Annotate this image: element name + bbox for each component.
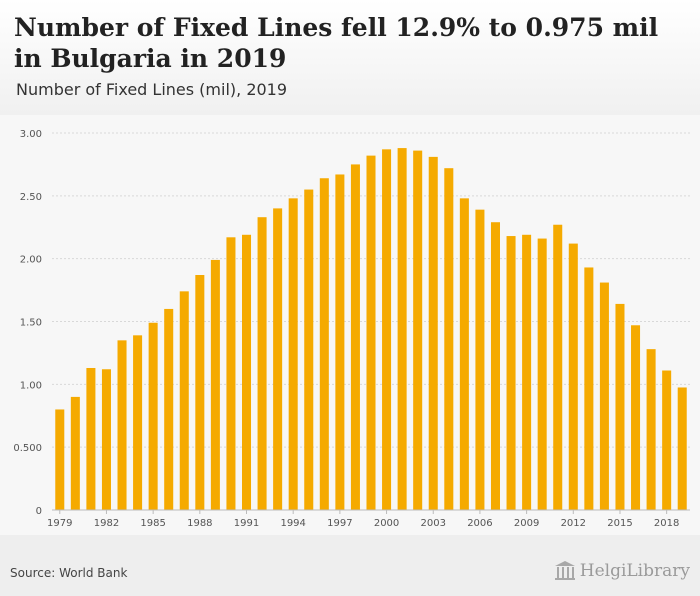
bar [413, 150, 423, 511]
bar [257, 217, 267, 510]
source-note: Source: World Bank [10, 566, 128, 580]
chart-footer: Source: World Bank HelgiLibrary [0, 535, 700, 596]
bar [304, 189, 314, 511]
bar [101, 369, 111, 510]
y-tick-label: 2.00 [20, 255, 42, 266]
x-tick-label: 2003 [421, 518, 446, 529]
y-tick-label: 2.50 [20, 192, 42, 203]
bar [226, 237, 236, 510]
bar [288, 198, 298, 510]
y-tick-label: 3.00 [20, 129, 42, 140]
bar [210, 259, 220, 510]
y-tick-label: 0.500 [13, 443, 42, 454]
bar [631, 325, 641, 510]
x-tick-label: 1991 [234, 518, 259, 529]
bar [366, 155, 376, 510]
bar [444, 168, 454, 510]
bar [537, 238, 547, 510]
bar [397, 148, 407, 510]
chart-header: Number of Fixed Lines fell 12.9% to 0.97… [0, 0, 700, 115]
y-tick-label: 1.00 [20, 380, 42, 391]
helgi-library-logo: HelgiLibrary [554, 561, 690, 581]
bar [117, 340, 127, 510]
x-tick-label: 1982 [94, 518, 119, 529]
bar [55, 409, 65, 510]
bar [382, 149, 392, 510]
bar [133, 335, 143, 510]
bar [584, 267, 594, 510]
logo-text: HelgiLibrary [579, 561, 690, 581]
chart-subtitle: Number of Fixed Lines (mil), 2019 [16, 80, 288, 99]
bar [490, 222, 501, 510]
x-tick-label: 2012 [561, 518, 586, 529]
bar [148, 322, 158, 510]
bar [428, 156, 438, 511]
bar [553, 224, 563, 510]
bar [86, 367, 96, 510]
x-tick-label: 1985 [140, 518, 165, 529]
bar [70, 396, 80, 510]
x-tick-label: 2009 [514, 518, 539, 529]
bar [350, 164, 360, 510]
x-tick-label: 2018 [654, 518, 679, 529]
bar-chart: 0 0.500 1.00 1.50 2.00 2.50 3.00 1979 1982 1985 19… [13, 129, 690, 529]
bar [646, 349, 656, 510]
bar [335, 174, 345, 510]
bar [475, 209, 485, 510]
bar [662, 370, 672, 510]
bar [179, 291, 189, 510]
x-tick-label: 1988 [187, 518, 212, 529]
bar [319, 178, 329, 511]
bar [615, 303, 625, 510]
bar [195, 275, 205, 510]
x-tick-label: 1997 [327, 518, 352, 529]
bar [164, 308, 174, 510]
bar [459, 198, 469, 510]
bar [241, 234, 252, 510]
y-tick-label: 1.50 [20, 318, 42, 329]
bar [677, 387, 687, 510]
x-tick-label: 2015 [607, 518, 632, 529]
chart-area: 0 0.500 1.00 1.50 2.00 2.50 3.00 1979 1982 1985 19… [0, 115, 700, 535]
bar [568, 243, 578, 510]
x-tick-label: 2006 [467, 518, 492, 529]
bar [522, 234, 532, 510]
page-title: Number of Fixed Lines fell 12.9% to 0.97… [14, 13, 659, 73]
bar [599, 282, 609, 510]
library-columns-icon [554, 561, 575, 580]
x-tick-label: 2000 [374, 518, 399, 529]
bar [506, 236, 516, 510]
x-tick-label: 1979 [47, 518, 72, 529]
y-tick-label: 0 [36, 506, 42, 517]
x-tick-label: 1994 [280, 518, 305, 529]
bar [273, 208, 283, 510]
